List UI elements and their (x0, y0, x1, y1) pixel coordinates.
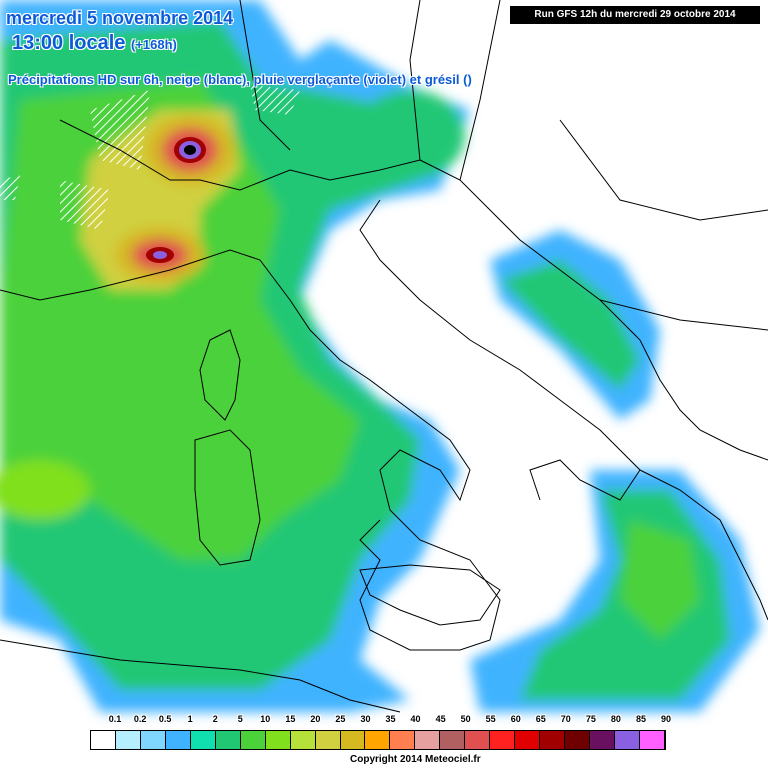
legend-swatch (215, 731, 241, 749)
legend-swatch (365, 731, 391, 749)
coastlines (0, 0, 768, 713)
legend-label: 0.2 (133, 714, 147, 724)
legend-label: 1 (187, 714, 193, 724)
legend-swatch (415, 731, 441, 749)
legend-label: 15 (285, 714, 296, 724)
legend-swatch (140, 731, 166, 749)
legend-swatch (465, 731, 491, 749)
legend-label: 90 (660, 714, 671, 724)
legend-swatch (565, 731, 591, 749)
legend-color-bar (90, 730, 666, 750)
legend-label: 65 (535, 714, 546, 724)
legend-swatch (290, 731, 316, 749)
snow-areas (0, 85, 300, 230)
run-info-badge: Run GFS 12h du mercredi 29 octobre 2014 (510, 6, 760, 24)
legend-label: 5 (237, 714, 243, 724)
copyright: Copyright 2014 Meteociel.fr (350, 754, 481, 765)
legend-swatch (115, 731, 141, 749)
legend-swatch (590, 731, 616, 749)
legend-swatch (340, 731, 366, 749)
legend-label: 45 (435, 714, 446, 724)
time-offset: (+168h) (130, 37, 177, 52)
intense-cores (146, 137, 206, 263)
legend-swatch (165, 731, 191, 749)
legend-label: 40 (410, 714, 421, 724)
legend-label: 0.5 (158, 714, 172, 724)
precip-fields (0, 0, 760, 712)
legend-swatch (440, 731, 466, 749)
date-line: mercredi 5 novembre 2014 (6, 8, 234, 28)
legend-swatch (490, 731, 516, 749)
legend-label: 75 (585, 714, 596, 724)
legend-label: 50 (460, 714, 471, 724)
legend-swatch (540, 731, 566, 749)
legend-label: 30 (360, 714, 371, 724)
legend-swatch (91, 731, 116, 749)
map-subtitle: Précipitations HD sur 6h, neige (blanc),… (8, 72, 472, 87)
time-line: 13:00 locale (+168h) (12, 32, 177, 55)
legend-swatch (240, 731, 266, 749)
legend-swatch (315, 731, 341, 749)
legend-label: 60 (510, 714, 521, 724)
legend-swatch (265, 731, 291, 749)
time-main: 13:00 locale (12, 32, 126, 54)
legend-swatch (639, 731, 665, 749)
legend-label: 10 (260, 714, 271, 724)
legend-swatch (615, 731, 640, 749)
legend-label: 55 (485, 714, 496, 724)
legend-labels: 0.1 0.2 0.5 1 2 5 10 15 20 25 30 35 40 45 50 55 60 65 70 75… (90, 714, 671, 728)
legend-swatch (390, 731, 416, 749)
legend-label: 35 (385, 714, 396, 724)
legend-swatch (515, 731, 541, 749)
legend-label: 70 (560, 714, 571, 724)
legend-label: 80 (610, 714, 621, 724)
legend-label: 20 (310, 714, 321, 724)
legend-label: 25 (335, 714, 346, 724)
legend-label: 0.1 (108, 714, 122, 724)
legend-swatch (190, 731, 216, 749)
legend-label: 85 (635, 714, 646, 724)
legend-label: 2 (212, 714, 218, 724)
